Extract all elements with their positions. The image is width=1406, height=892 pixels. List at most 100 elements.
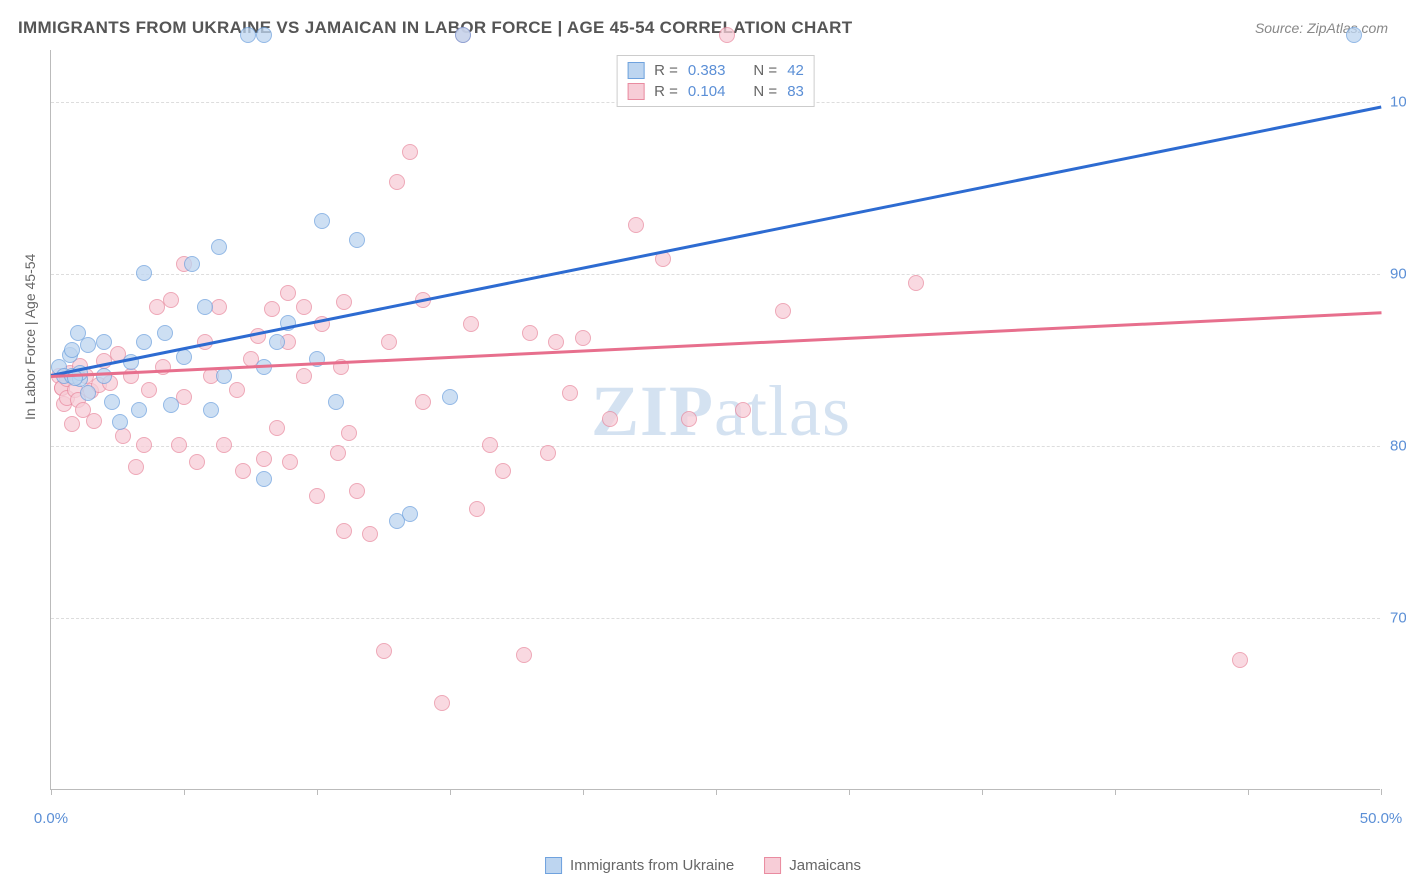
scatter-point (562, 385, 578, 401)
scatter-point (434, 695, 450, 711)
scatter-point (442, 389, 458, 405)
scatter-point (540, 445, 556, 461)
scatter-point (482, 437, 498, 453)
scatter-point (256, 27, 272, 43)
trend-line (51, 312, 1381, 378)
stats-row: R = 0.383 N = 42 (627, 60, 804, 81)
scatter-point (775, 303, 791, 319)
scatter-point (296, 299, 312, 315)
scatter-point (80, 337, 96, 353)
scatter-point (341, 425, 357, 441)
scatter-point (463, 316, 479, 332)
scatter-point (548, 334, 564, 350)
grid-line (51, 618, 1380, 619)
scatter-point (469, 501, 485, 517)
scatter-point (86, 413, 102, 429)
scatter-point (189, 454, 205, 470)
r-label: R = (654, 83, 678, 100)
scatter-point (163, 292, 179, 308)
r-value: 0.383 (688, 62, 726, 79)
r-label: R = (654, 62, 678, 79)
scatter-point (336, 294, 352, 310)
scatter-point (131, 402, 147, 418)
scatter-point (719, 27, 735, 43)
x-tick (1115, 789, 1116, 795)
x-tick (982, 789, 983, 795)
scatter-point (575, 330, 591, 346)
n-label: N = (753, 83, 777, 100)
scatter-point (628, 217, 644, 233)
scatter-point (163, 397, 179, 413)
watermark: ZIPatlas (591, 370, 851, 453)
r-value: 0.104 (688, 83, 726, 100)
x-tick (1248, 789, 1249, 795)
scatter-point (362, 526, 378, 542)
legend-item: Immigrants from Ukraine (545, 857, 734, 874)
scatter-point (269, 334, 285, 350)
x-tick (317, 789, 318, 795)
scatter-point (203, 402, 219, 418)
x-tick-label: 50.0% (1360, 810, 1403, 827)
x-tick (184, 789, 185, 795)
scatter-point (256, 451, 272, 467)
scatter-plot-area: ZIPatlas 70.0%80.0%90.0%100.0%0.0%50.0%R… (50, 50, 1380, 790)
scatter-point (376, 643, 392, 659)
scatter-point (141, 382, 157, 398)
scatter-point (128, 459, 144, 475)
y-tick-label: 80.0% (1390, 437, 1406, 454)
scatter-point (229, 382, 245, 398)
x-tick (450, 789, 451, 795)
scatter-point (330, 445, 346, 461)
scatter-point (402, 506, 418, 522)
scatter-point (216, 437, 232, 453)
scatter-point (112, 414, 128, 430)
scatter-point (336, 523, 352, 539)
legend-swatch (627, 83, 644, 100)
scatter-point (80, 385, 96, 401)
scatter-point (389, 174, 405, 190)
scatter-point (1232, 652, 1248, 668)
scatter-point (211, 239, 227, 255)
scatter-point (136, 334, 152, 350)
scatter-point (176, 349, 192, 365)
scatter-point (280, 285, 296, 301)
stats-row: R =0.104N =83 (627, 81, 804, 102)
x-tick (51, 789, 52, 795)
scatter-point (269, 420, 285, 436)
scatter-point (136, 437, 152, 453)
scatter-point (216, 368, 232, 384)
scatter-point (96, 334, 112, 350)
scatter-point (115, 428, 131, 444)
y-tick-label: 90.0% (1390, 265, 1406, 282)
legend-label: Jamaicans (789, 857, 861, 874)
legend-swatch (545, 857, 562, 874)
scatter-point (155, 359, 171, 375)
scatter-point (235, 463, 251, 479)
y-tick-label: 100.0% (1390, 93, 1406, 110)
y-tick-label: 70.0% (1390, 609, 1406, 626)
n-value: 42 (787, 62, 804, 79)
scatter-point (157, 325, 173, 341)
scatter-point (264, 301, 280, 317)
scatter-point (495, 463, 511, 479)
grid-line (51, 274, 1380, 275)
scatter-point (402, 144, 418, 160)
scatter-point (681, 411, 697, 427)
scatter-point (184, 256, 200, 272)
scatter-point (197, 299, 213, 315)
scatter-point (104, 394, 120, 410)
legend-swatch (764, 857, 781, 874)
grid-line (51, 446, 1380, 447)
bottom-legend: Immigrants from Ukraine Jamaicans (545, 857, 861, 874)
scatter-point (455, 27, 471, 43)
scatter-point (314, 213, 330, 229)
scatter-point (516, 647, 532, 663)
x-tick (716, 789, 717, 795)
source-attribution: Source: ZipAtlas.com (1255, 20, 1388, 36)
scatter-point (349, 232, 365, 248)
scatter-point (522, 325, 538, 341)
scatter-point (240, 27, 256, 43)
n-label: N = (753, 62, 777, 79)
scatter-point (136, 265, 152, 281)
x-tick-label: 0.0% (34, 810, 68, 827)
